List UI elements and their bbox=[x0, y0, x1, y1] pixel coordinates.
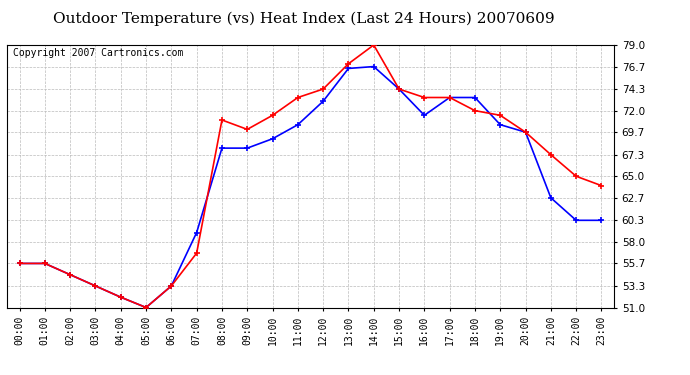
Text: Outdoor Temperature (vs) Heat Index (Last 24 Hours) 20070609: Outdoor Temperature (vs) Heat Index (Las… bbox=[53, 11, 554, 26]
Text: Copyright 2007 Cartronics.com: Copyright 2007 Cartronics.com bbox=[13, 48, 184, 58]
